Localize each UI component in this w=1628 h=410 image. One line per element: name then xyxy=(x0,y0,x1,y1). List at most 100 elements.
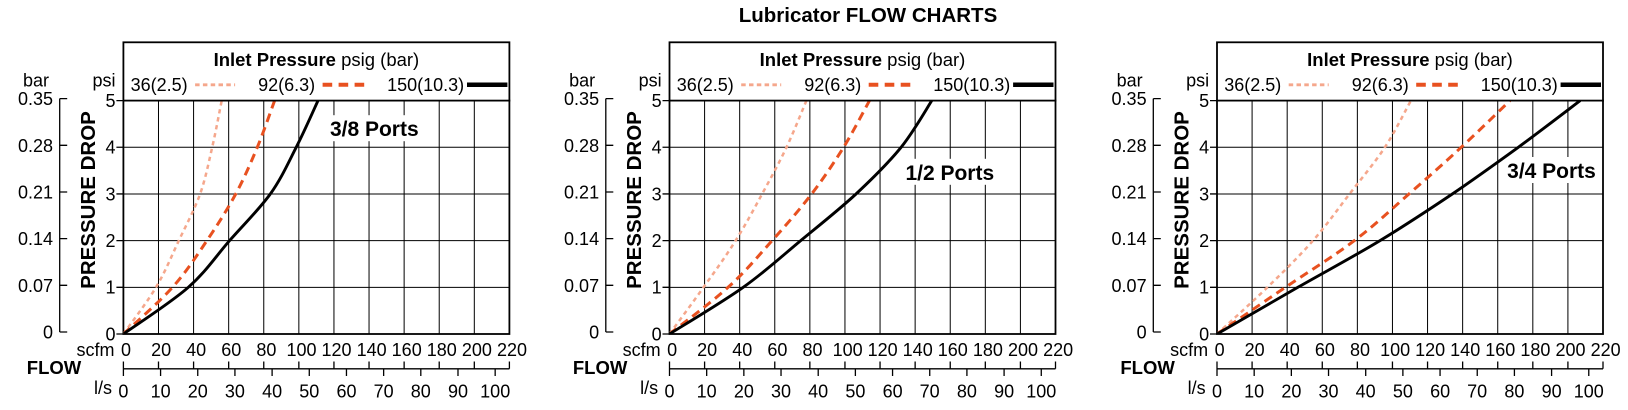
svg-text:bar: bar xyxy=(1117,71,1143,91)
svg-text:psi: psi xyxy=(92,71,115,91)
svg-text:120: 120 xyxy=(868,340,898,360)
svg-text:0.35: 0.35 xyxy=(564,89,599,109)
svg-text:36(2.5): 36(2.5) xyxy=(677,75,734,95)
svg-text:80: 80 xyxy=(802,340,822,360)
svg-text:60: 60 xyxy=(1315,340,1335,360)
svg-text:psi: psi xyxy=(639,71,662,91)
svg-text:40: 40 xyxy=(262,381,282,401)
svg-text:0.07: 0.07 xyxy=(564,276,599,296)
svg-text:70: 70 xyxy=(1467,381,1487,401)
svg-text:Inlet Pressure psig (bar): Inlet Pressure psig (bar) xyxy=(214,49,420,70)
svg-text:3: 3 xyxy=(105,184,115,204)
svg-text:0.28: 0.28 xyxy=(1112,136,1147,156)
svg-text:3: 3 xyxy=(1199,184,1209,204)
svg-text:3/8 Ports: 3/8 Ports xyxy=(330,118,419,141)
svg-text:160: 160 xyxy=(938,340,968,360)
svg-text:140: 140 xyxy=(357,340,387,360)
svg-text:0.07: 0.07 xyxy=(18,276,53,296)
svg-text:150(10.3): 150(10.3) xyxy=(387,75,464,95)
svg-text:200: 200 xyxy=(462,340,492,360)
svg-text:92(6.3): 92(6.3) xyxy=(1352,75,1409,95)
svg-text:150(10.3): 150(10.3) xyxy=(1481,75,1558,95)
svg-text:80: 80 xyxy=(411,381,431,401)
svg-text:0: 0 xyxy=(121,340,131,360)
svg-text:40: 40 xyxy=(1280,340,1300,360)
svg-text:0: 0 xyxy=(43,323,53,343)
svg-text:20: 20 xyxy=(1245,340,1265,360)
svg-text:4: 4 xyxy=(105,138,115,158)
svg-text:140: 140 xyxy=(903,340,933,360)
svg-text:scfm: scfm xyxy=(77,340,115,360)
svg-text:0.14: 0.14 xyxy=(1112,229,1147,249)
svg-text:Inlet Pressure psig (bar): Inlet Pressure psig (bar) xyxy=(760,49,966,70)
svg-text:1: 1 xyxy=(652,278,662,298)
svg-text:220: 220 xyxy=(1043,340,1073,360)
svg-text:0.14: 0.14 xyxy=(18,229,53,249)
svg-text:3: 3 xyxy=(652,184,662,204)
svg-text:50: 50 xyxy=(299,381,319,401)
svg-text:0.28: 0.28 xyxy=(18,136,53,156)
svg-text:90: 90 xyxy=(1542,381,1562,401)
svg-text:70: 70 xyxy=(374,381,394,401)
svg-text:0.14: 0.14 xyxy=(564,229,599,249)
svg-text:100: 100 xyxy=(833,340,863,360)
svg-text:0: 0 xyxy=(1137,323,1147,343)
svg-text:PRESSURE DROP: PRESSURE DROP xyxy=(77,111,100,289)
svg-text:2: 2 xyxy=(105,231,115,251)
svg-text:200: 200 xyxy=(1555,340,1585,360)
svg-text:0: 0 xyxy=(118,381,128,401)
svg-text:140: 140 xyxy=(1450,340,1480,360)
svg-text:1: 1 xyxy=(105,278,115,298)
svg-text:0: 0 xyxy=(664,381,674,401)
svg-text:0: 0 xyxy=(589,323,599,343)
svg-text:psi: psi xyxy=(1186,71,1209,91)
svg-text:92(6.3): 92(6.3) xyxy=(258,75,315,95)
svg-text:l/s: l/s xyxy=(640,378,658,398)
svg-text:92(6.3): 92(6.3) xyxy=(804,75,861,95)
svg-text:40: 40 xyxy=(808,381,828,401)
svg-text:3/4 Ports: 3/4 Ports xyxy=(1507,160,1596,183)
svg-text:160: 160 xyxy=(392,340,422,360)
svg-text:0: 0 xyxy=(1212,381,1222,401)
svg-text:0: 0 xyxy=(652,324,662,344)
svg-text:50: 50 xyxy=(845,381,865,401)
svg-text:100: 100 xyxy=(286,340,316,360)
svg-text:100: 100 xyxy=(480,381,510,401)
svg-text:bar: bar xyxy=(23,71,49,91)
svg-text:Lubricator FLOW CHARTS: Lubricator FLOW CHARTS xyxy=(739,4,998,27)
svg-text:220: 220 xyxy=(497,340,527,360)
svg-text:80: 80 xyxy=(1504,381,1524,401)
svg-text:2: 2 xyxy=(652,231,662,251)
svg-text:100: 100 xyxy=(1380,340,1410,360)
svg-text:0.21: 0.21 xyxy=(564,183,599,203)
svg-text:1: 1 xyxy=(1199,278,1209,298)
svg-text:Inlet Pressure psig (bar): Inlet Pressure psig (bar) xyxy=(1307,49,1513,70)
svg-text:40: 40 xyxy=(1356,381,1376,401)
svg-text:FLOW: FLOW xyxy=(1120,357,1175,378)
svg-text:60: 60 xyxy=(767,340,787,360)
svg-text:1/2 Ports: 1/2 Ports xyxy=(905,162,994,185)
svg-text:scfm: scfm xyxy=(1170,340,1208,360)
svg-text:40: 40 xyxy=(186,340,206,360)
svg-text:100: 100 xyxy=(1574,381,1604,401)
svg-text:30: 30 xyxy=(771,381,791,401)
svg-text:5: 5 xyxy=(1199,91,1209,111)
svg-text:180: 180 xyxy=(1520,340,1550,360)
svg-text:100: 100 xyxy=(1026,381,1056,401)
svg-text:l/s: l/s xyxy=(1188,378,1206,398)
svg-text:10: 10 xyxy=(1244,381,1264,401)
svg-text:20: 20 xyxy=(697,340,717,360)
svg-text:4: 4 xyxy=(1199,138,1209,158)
svg-text:80: 80 xyxy=(957,381,977,401)
svg-text:220: 220 xyxy=(1591,340,1621,360)
svg-text:bar: bar xyxy=(569,71,595,91)
svg-text:20: 20 xyxy=(734,381,754,401)
svg-text:0.35: 0.35 xyxy=(18,89,53,109)
svg-text:90: 90 xyxy=(994,381,1014,401)
svg-text:160: 160 xyxy=(1485,340,1515,360)
svg-text:60: 60 xyxy=(336,381,356,401)
svg-text:50: 50 xyxy=(1393,381,1413,401)
svg-text:180: 180 xyxy=(973,340,1003,360)
svg-text:4: 4 xyxy=(652,138,662,158)
svg-text:36(2.5): 36(2.5) xyxy=(1224,75,1281,95)
